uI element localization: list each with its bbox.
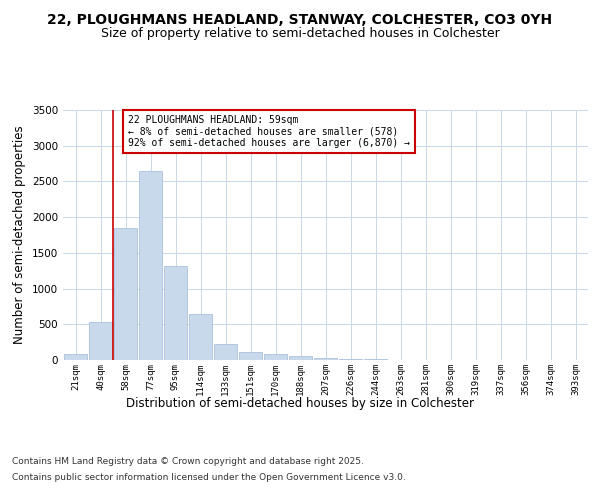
Bar [64, 354, 87, 360]
Text: Size of property relative to semi-detached houses in Colchester: Size of property relative to semi-detach… [101, 28, 499, 40]
Bar [239, 352, 262, 360]
Bar [164, 266, 187, 360]
Text: Distribution of semi-detached houses by size in Colchester: Distribution of semi-detached houses by … [126, 398, 474, 410]
Bar [264, 354, 287, 360]
Text: 22, PLOUGHMANS HEADLAND, STANWAY, COLCHESTER, CO3 0YH: 22, PLOUGHMANS HEADLAND, STANWAY, COLCHE… [47, 12, 553, 26]
Text: 22 PLOUGHMANS HEADLAND: 59sqm
← 8% of semi-detached houses are smaller (578)
92%: 22 PLOUGHMANS HEADLAND: 59sqm ← 8% of se… [128, 115, 410, 148]
Y-axis label: Number of semi-detached properties: Number of semi-detached properties [13, 126, 26, 344]
Bar [314, 358, 337, 360]
Bar [289, 356, 312, 360]
Bar [114, 228, 137, 360]
Bar [339, 359, 362, 360]
Text: Contains HM Land Registry data © Crown copyright and database right 2025.: Contains HM Land Registry data © Crown c… [12, 458, 364, 466]
Bar [214, 344, 237, 360]
Bar [89, 322, 112, 360]
Text: Contains public sector information licensed under the Open Government Licence v3: Contains public sector information licen… [12, 472, 406, 482]
Bar [189, 314, 212, 360]
Bar [139, 172, 162, 360]
